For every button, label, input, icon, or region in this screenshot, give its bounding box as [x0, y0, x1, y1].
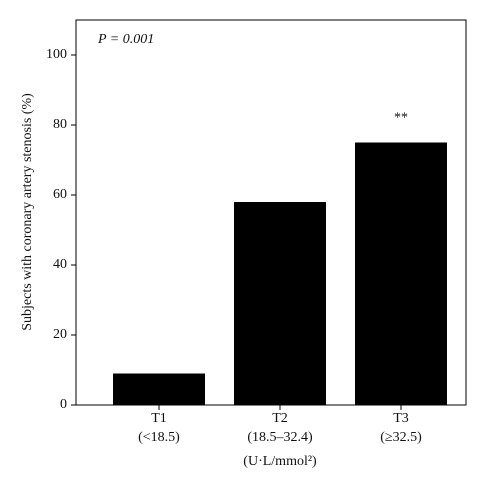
p-value-annotation: P = 0.001	[97, 32, 154, 47]
x-tick-label: T3	[393, 411, 409, 426]
y-tick-label: 100	[46, 47, 67, 62]
y-axis-label: Subjects with coronary artery stenosis (…	[20, 93, 35, 331]
bar	[234, 202, 326, 405]
bar	[355, 142, 447, 405]
y-tick-label: 20	[53, 327, 67, 342]
y-tick-label: 40	[53, 257, 67, 272]
x-axis-label: (U·L/mmol²)	[243, 454, 317, 469]
y-tick-label: 0	[60, 397, 67, 412]
x-tick-label: T2	[272, 411, 288, 426]
x-tick-sublabel: (<18.5)	[138, 430, 180, 445]
significance-annotation: **	[394, 111, 408, 126]
x-tick-sublabel: (18.5–32.4)	[247, 430, 313, 445]
x-tick-label: T1	[151, 411, 167, 426]
x-tick-sublabel: (≥32.5)	[380, 430, 422, 445]
y-tick-label: 80	[53, 117, 67, 132]
bar	[113, 373, 205, 405]
y-tick-label: 60	[53, 187, 67, 202]
